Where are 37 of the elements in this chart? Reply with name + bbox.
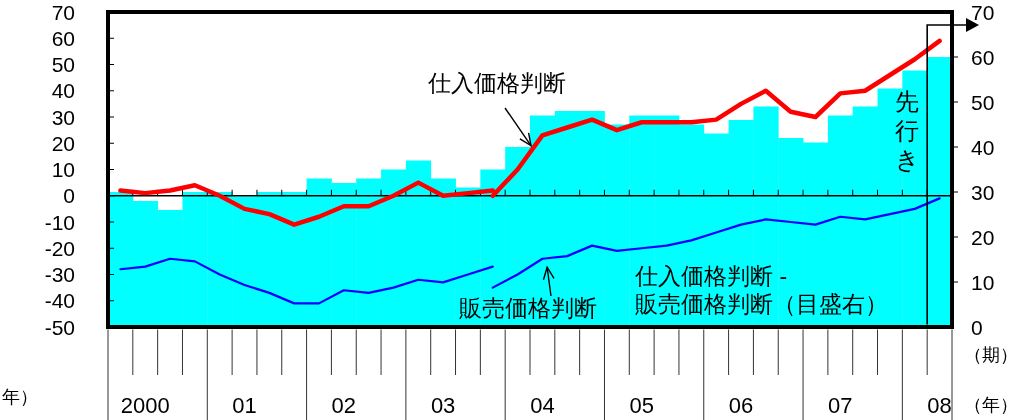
y2-tick-label: 70 [971,0,995,24]
y2-tick-label: 20 [971,225,995,249]
series-name: 販売価格判断 [459,295,597,321]
y-tick-label: -20 [44,236,75,260]
annotation: （期） [964,345,1018,365]
y-tick-label: 20 [51,131,75,155]
x-tick-label: 08 [927,392,952,418]
x-tick-label: 02 [331,392,357,418]
y2-tick-label: 50 [971,90,995,114]
x-tick-label: 01 [232,392,257,418]
x-tick-label: 06 [728,392,754,418]
annotation: 仕入価格判断 [428,70,566,96]
y-tick-label: 10 [51,158,75,181]
y-tick-label: -40 [44,289,75,313]
annotation: 先行き [894,88,920,173]
y-tick-label: -10 [44,210,75,234]
annotation: 年） [2,387,38,407]
y-tick-label: -50 [44,315,75,339]
y-tick-label: 0 [63,184,75,208]
y2-tick-label: 30 [971,180,995,204]
y2-tick-label: 10 [971,270,995,294]
x-tick-label: 04 [530,392,555,418]
x-tick-label: 05 [629,392,654,418]
x-tick-label: 03 [430,392,456,418]
x-tick-label: 2000 [120,392,170,418]
series-name: 仕入価格判断 - 販売価格判断（目盛右） [635,263,888,317]
y2-tick-label: 40 [971,135,995,159]
y-tick-label: 70 [51,0,75,24]
y-tick-label: 60 [51,26,75,50]
y-tick-label: -30 [44,263,75,286]
y-tick-label: 40 [51,79,75,103]
annotation: （年） [964,395,1018,415]
y2-tick-label: 0 [971,315,983,339]
x-tick-label: 07 [828,392,853,418]
y2-tick-label: 60 [971,45,995,69]
y-tick-label: 30 [51,105,75,129]
y-tick-label: 50 [51,53,75,76]
